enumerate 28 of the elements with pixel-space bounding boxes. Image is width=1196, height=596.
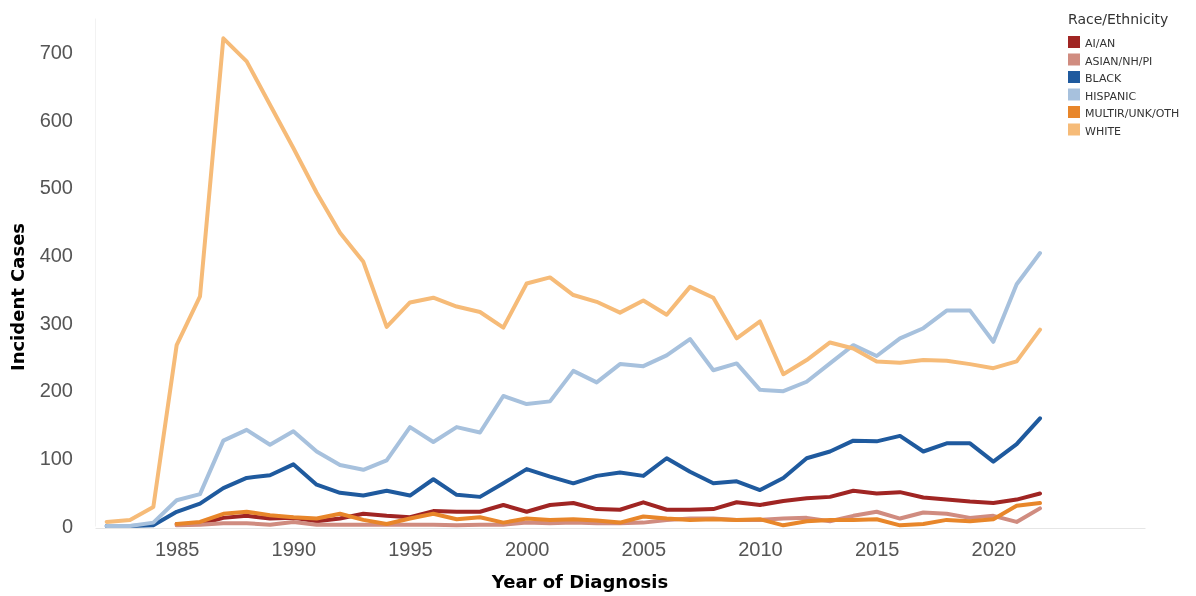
- x-axis-title: Year of Diagnosis: [490, 571, 669, 592]
- line-series: [174, 500, 1042, 528]
- x-tick-label: 2005: [621, 538, 667, 561]
- x-tick-label: 2000: [504, 538, 550, 561]
- y-axis-title: Incident Cases: [7, 222, 28, 372]
- y-tick-label: 200: [39, 379, 73, 402]
- legend-label: AI/AN: [1085, 37, 1116, 50]
- x-tick-label: 2020: [971, 538, 1017, 561]
- y-tick-label: 300: [39, 311, 73, 334]
- legend-label: BLACK: [1085, 72, 1122, 85]
- y-tick-label: 100: [39, 447, 73, 470]
- line-series: [104, 36, 1042, 524]
- legend-label: WHITE: [1085, 124, 1122, 138]
- x-tick-label: 1985: [154, 538, 200, 561]
- legend-title: Race/Ethnicity: [1068, 11, 1169, 27]
- x-tick-label: 2010: [738, 538, 783, 561]
- line-series: [104, 251, 1042, 528]
- y-tick-label: 600: [39, 108, 73, 131]
- legend-label: ASIAN/NH/PI: [1085, 54, 1153, 68]
- legend-label: HISPANIC: [1085, 89, 1137, 103]
- y-tick-label: 500: [39, 176, 73, 199]
- y-tick-label: 700: [39, 40, 73, 63]
- y-tick-label: 0: [61, 514, 73, 537]
- x-tick-label: 2015: [854, 538, 900, 561]
- legend-label: MULTIR/UNK/OTH: [1085, 107, 1180, 120]
- x-tick-label: 1995: [388, 538, 433, 561]
- x-tick-label: 1990: [271, 538, 317, 561]
- y-tick-label: 400: [39, 243, 73, 266]
